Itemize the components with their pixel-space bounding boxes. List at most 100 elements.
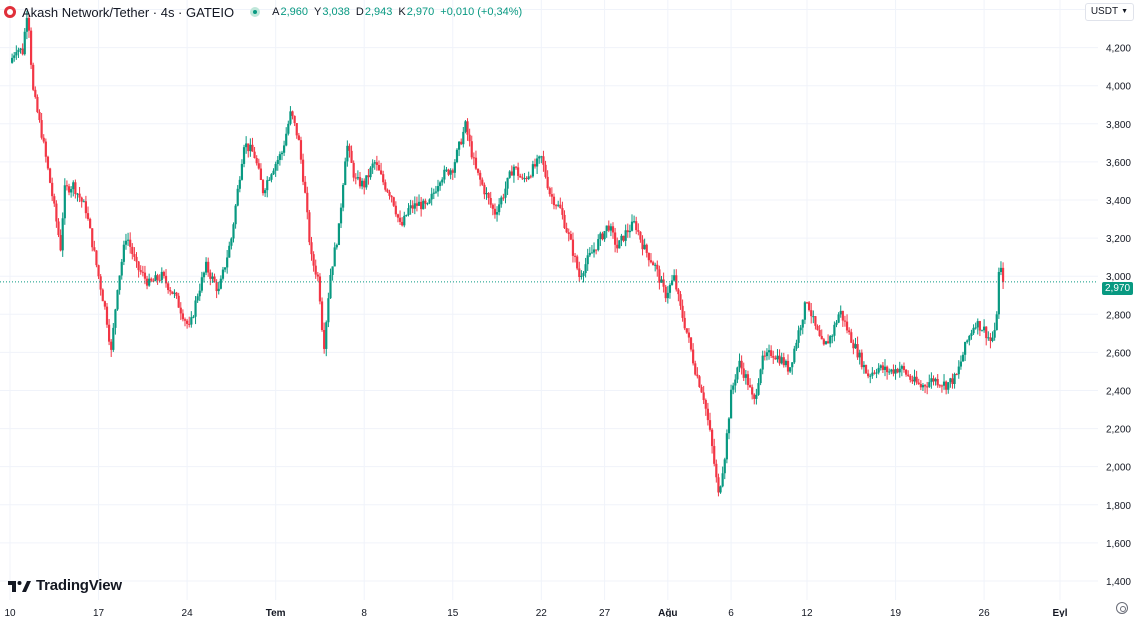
candle-body <box>455 149 459 163</box>
candle-body <box>923 385 927 387</box>
candle-body <box>40 120 43 138</box>
candle-body <box>453 162 456 173</box>
candle-body <box>264 190 267 194</box>
candle-body <box>259 168 263 180</box>
candle-body <box>44 141 47 157</box>
candle-body <box>181 313 184 320</box>
candle-body <box>291 111 294 116</box>
candle-body <box>869 375 872 377</box>
candle-body <box>154 275 157 281</box>
candle-body <box>833 324 836 336</box>
candle-body <box>523 178 526 180</box>
candle-body <box>603 231 606 240</box>
y-tick-label: 3,400 <box>1106 196 1131 207</box>
ohlc-high: Y3,038 <box>314 6 350 18</box>
candle-body <box>546 176 549 189</box>
x-tick-label: 6 <box>728 608 734 617</box>
candle-body <box>192 316 195 318</box>
candle-body <box>80 197 83 202</box>
candle-body <box>571 239 575 256</box>
y-tick-label: 2,600 <box>1106 348 1131 359</box>
candle-body <box>382 174 385 183</box>
candle-body <box>377 164 381 171</box>
candle-body <box>576 256 579 269</box>
candle-body <box>15 52 18 56</box>
candle-body <box>860 352 863 368</box>
candle-body <box>559 204 562 209</box>
candle-body <box>36 96 39 112</box>
candle-body <box>751 387 754 395</box>
akash-logo-icon <box>4 6 16 18</box>
candle-body <box>61 218 64 251</box>
candle-body <box>835 322 838 325</box>
candle-body <box>677 289 680 295</box>
candle-body <box>266 180 269 191</box>
candle-body <box>72 182 75 190</box>
candle-body <box>797 330 800 343</box>
candle-body <box>862 365 866 368</box>
x-tick-label: 27 <box>599 608 611 617</box>
candle-body <box>424 200 427 204</box>
candle-body <box>164 275 168 284</box>
candle-body <box>234 205 237 225</box>
candle-body <box>371 163 374 168</box>
candle-body <box>32 64 35 90</box>
candle-body <box>472 157 475 159</box>
candle-body <box>34 89 37 97</box>
candle-body <box>611 226 615 233</box>
y-tick-label: 3,800 <box>1106 120 1131 131</box>
candle-body <box>409 205 412 209</box>
candle-body <box>757 383 760 395</box>
candle-body <box>947 382 950 390</box>
ohlc-low: D2,943 <box>355 6 393 18</box>
candle-body <box>312 254 315 266</box>
candle-body <box>517 167 520 176</box>
candle-body <box>495 212 499 215</box>
candle-body <box>407 208 410 215</box>
candle-body <box>183 319 187 321</box>
candle-body <box>765 352 769 357</box>
candle-body <box>565 227 568 233</box>
candle-body <box>858 352 861 358</box>
candle-body <box>27 18 31 31</box>
candle-body <box>468 134 471 142</box>
candle-body <box>95 250 98 266</box>
candle-body <box>25 18 28 32</box>
candle-body <box>616 244 619 249</box>
candle-body <box>86 213 90 219</box>
candle-body <box>649 260 653 263</box>
candle-body <box>793 348 796 363</box>
last-price-label: 2,970 <box>1102 282 1133 295</box>
candle-body <box>278 154 281 160</box>
candle-body <box>698 376 701 387</box>
candle-body <box>228 245 231 258</box>
candle-body <box>179 307 182 314</box>
candle-body <box>795 342 798 349</box>
currency-dropdown[interactable]: USDT ▼ <box>1084 3 1134 21</box>
candle-body <box>426 203 429 205</box>
candle-body <box>217 288 220 292</box>
candle-body <box>466 121 469 135</box>
candle-body <box>493 208 497 215</box>
candle-body <box>247 143 250 152</box>
candle-body <box>131 246 134 255</box>
x-tick-label: 12 <box>801 608 813 617</box>
candle-body <box>651 262 655 266</box>
candle-body <box>363 180 366 188</box>
candle-body <box>721 473 724 487</box>
candle-body <box>251 144 254 152</box>
currency-label: USDT <box>1090 6 1119 17</box>
candle-body <box>926 386 929 388</box>
symbol-title[interactable]: Akash Network/Tether · 4s · GATEIO <box>22 4 235 20</box>
candle-body <box>982 326 986 331</box>
tradingview-brand[interactable]: TradingView <box>8 577 122 594</box>
candle-body <box>850 332 853 343</box>
candle-body <box>761 355 764 370</box>
candle-body <box>778 355 781 364</box>
candle-body <box>776 355 779 360</box>
candle-body <box>656 264 659 270</box>
chart-header: Akash Network/Tether · 4s · GATEIO A2,96… <box>4 3 522 21</box>
candle-body <box>843 320 847 322</box>
gear-icon[interactable] <box>1116 602 1128 614</box>
